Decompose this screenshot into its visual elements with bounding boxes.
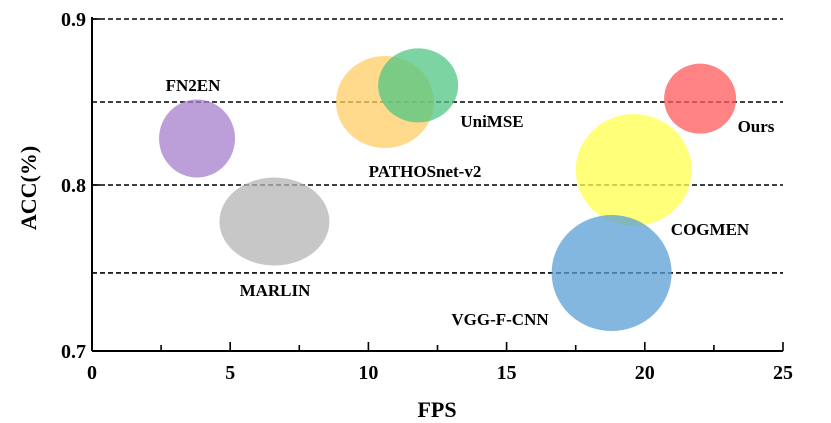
x-tick-label: 0 [87,362,97,384]
bubble-marlin [219,177,330,266]
bubble-ours [664,63,737,134]
bubble-labels: FN2EN MARLIN PATHOSnet-v2 UniMSE Ours COGMEN V… [166,76,775,329]
x-tick-label: 10 [358,362,378,384]
bubble-fn2en [159,99,236,178]
bubbles [159,48,737,331]
x-axis-title: FPS [417,397,456,422]
bubble-unimse [378,48,459,123]
bubble-cogmen [575,114,692,227]
axes: 0 5 10 15 20 25 0.7 0.8 0.9 [61,9,793,384]
bubble-vgg-f-cnn [551,214,672,331]
y-tick-label: 0.8 [61,175,86,197]
bubble-label-unimse: UniMSE [460,112,523,131]
bubble-label-vgg-f-cnn: VGG-F-CNN [451,310,549,329]
y-axis-title: ACC(%) [16,146,41,230]
x-tick-label: 20 [635,362,655,384]
bubble-label-cogmen: COGMEN [671,220,750,239]
x-tick-label: 5 [225,362,235,384]
y-tick-label: 0.9 [61,9,86,31]
x-tick-label: 25 [773,362,793,384]
bubble-label-marlin: MARLIN [240,281,312,300]
x-tick-label: 15 [497,362,517,384]
y-tick-label: 0.7 [61,341,86,363]
bubble-label-fn2en: FN2EN [166,76,222,95]
bubble-label-pathosnet-v2: PATHOSnet-v2 [369,162,482,181]
bubble-label-ours: Ours [738,117,775,136]
